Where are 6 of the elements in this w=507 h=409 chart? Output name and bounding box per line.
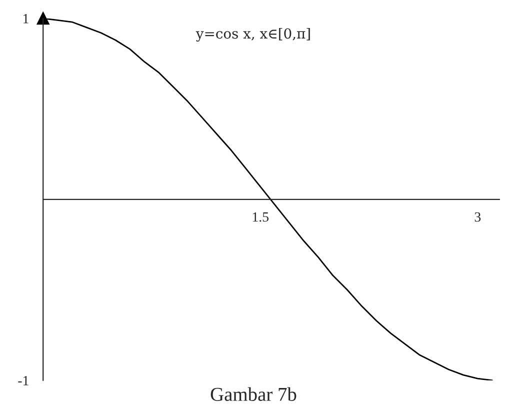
y-tick-label: 1 — [23, 14, 28, 24]
y-tick-label: -1 — [18, 376, 28, 386]
annotation: y=cos x, x∈[0,π] — [196, 28, 310, 42]
x-tick-label: 3 — [474, 212, 481, 222]
x-tick-label: 1.5 — [252, 212, 269, 222]
text: Gambar 7b — [210, 387, 296, 401]
